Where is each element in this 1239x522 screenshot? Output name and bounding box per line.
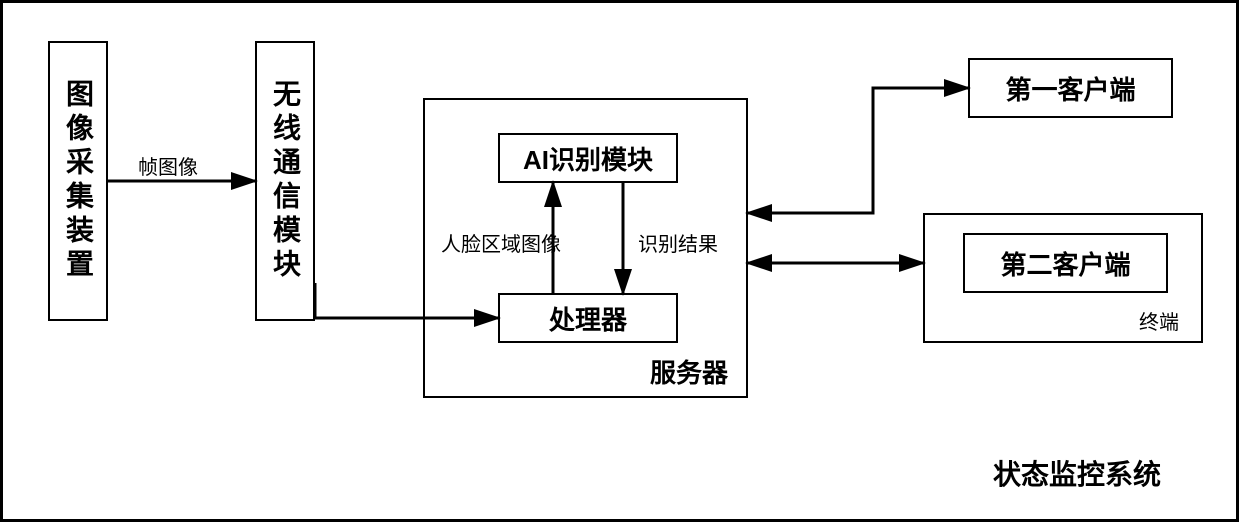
diagram-container: 图像采集装置 无线通信模块 服务器 AI识别模块 处理器 第一客户端 终端 第二… [0, 0, 1239, 522]
node-ai-module: AI识别模块 [498, 133, 678, 183]
system-label: 状态监控系统 [993, 453, 1161, 493]
node-terminal-label: 终端 [1139, 306, 1179, 335]
node-processor: 处理器 [498, 293, 678, 343]
edge-label-face-region: 人脸区域图像 [441, 228, 561, 257]
node-client2: 第二客户端 [963, 233, 1168, 293]
edge-label-frame-image: 帧图像 [138, 151, 198, 180]
node-ai-module-label: AI识别模块 [523, 140, 653, 177]
node-client2-label: 第二客户端 [1000, 245, 1130, 282]
node-wireless: 无线通信模块 [255, 41, 315, 321]
node-wireless-label: 无线通信模块 [265, 79, 305, 283]
node-client1: 第一客户端 [968, 58, 1173, 118]
node-image-capture: 图像采集装置 [48, 41, 108, 321]
node-client1-label: 第一客户端 [1005, 70, 1135, 107]
node-processor-label: 处理器 [549, 300, 627, 337]
node-image-capture-label: 图像采集装置 [58, 79, 98, 283]
edge-label-recognition-result: 识别结果 [638, 228, 718, 257]
edge-server-client1 [748, 88, 968, 213]
node-server-label: 服务器 [650, 353, 728, 390]
